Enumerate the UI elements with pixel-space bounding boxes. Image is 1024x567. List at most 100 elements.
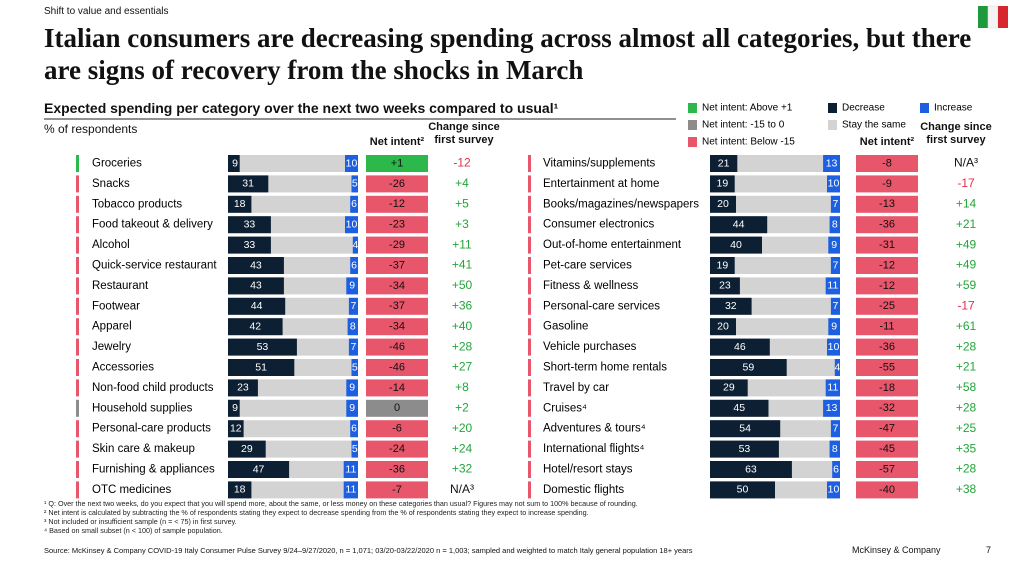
decrease-bar xyxy=(710,420,781,438)
stay-same-background xyxy=(710,155,840,172)
net-intent-label: -6 xyxy=(392,423,402,435)
decrease-label: 47 xyxy=(253,463,265,475)
category-label: Restaurant xyxy=(92,280,149,292)
increase-bar xyxy=(827,338,840,356)
increase-bar xyxy=(348,297,358,315)
increase-label: 6 xyxy=(351,422,357,434)
decrease-bar xyxy=(228,216,271,234)
increase-label: 7 xyxy=(833,259,839,271)
net-intent-box xyxy=(856,440,918,458)
decrease-bar xyxy=(228,338,297,356)
decrease-label: 20 xyxy=(717,320,729,332)
stay-same-background xyxy=(710,440,840,458)
stay-same-background xyxy=(710,379,840,397)
net-intent-label: -55 xyxy=(879,361,895,373)
change-label: +2 xyxy=(455,400,469,414)
increase-label: 13 xyxy=(826,157,838,169)
stay-same-background xyxy=(710,420,840,438)
decrease-label: 19 xyxy=(717,178,729,190)
change-label: +50 xyxy=(452,278,473,292)
increase-bar xyxy=(830,420,840,438)
change-label: +4 xyxy=(455,176,469,190)
row-marker xyxy=(76,297,79,315)
row-marker xyxy=(528,297,531,315)
category-label: Entertainment at home xyxy=(543,178,659,190)
change-label: +49 xyxy=(956,237,977,251)
decrease-label: 46 xyxy=(734,341,746,353)
net-intent-label: -46 xyxy=(389,361,405,373)
legend-swatch xyxy=(828,103,837,113)
decrease-bar xyxy=(228,277,284,295)
increase-bar xyxy=(350,195,358,213)
net-intent-box xyxy=(856,257,918,274)
increase-bar xyxy=(346,399,358,417)
increase-label: 6 xyxy=(351,198,357,210)
change-label: -17 xyxy=(957,176,975,190)
net-intent-box xyxy=(856,297,918,315)
decrease-bar xyxy=(710,359,787,376)
net-intent-label: -14 xyxy=(389,382,405,394)
increase-bar xyxy=(351,440,358,458)
increase-bar xyxy=(347,318,358,336)
increase-bar xyxy=(351,175,358,193)
decrease-bar xyxy=(710,175,735,193)
increase-label: 8 xyxy=(832,443,838,455)
net-intent-label: -40 xyxy=(879,484,895,496)
decrease-bar xyxy=(710,440,779,458)
stay-same-background xyxy=(228,359,358,376)
category-label: Domestic flights xyxy=(543,484,624,496)
stay-same-background xyxy=(228,461,358,478)
legend-swatch xyxy=(688,120,697,130)
net-intent-box xyxy=(366,461,428,478)
net-intent-box xyxy=(856,359,918,376)
page-number: 7 xyxy=(986,545,992,555)
net-intent-label: -24 xyxy=(389,443,405,455)
row-marker xyxy=(528,216,531,234)
increase-bar xyxy=(346,379,358,397)
change-label: +28 xyxy=(956,339,977,353)
change-label: +11 xyxy=(452,237,472,251)
increase-label: 9 xyxy=(831,239,837,251)
decrease-label: 54 xyxy=(739,422,751,434)
net-intent-label: -36 xyxy=(879,341,895,353)
increase-label: 7 xyxy=(833,198,839,210)
row-marker xyxy=(76,155,79,172)
category-label: Travel by car xyxy=(543,382,609,394)
stay-same-background xyxy=(710,257,840,274)
net-intent-box xyxy=(366,297,428,315)
footnote: ⁴ Based on small subset (n < 100) of sam… xyxy=(44,526,223,535)
decrease-label: 42 xyxy=(249,320,261,332)
net-intent-box xyxy=(856,175,918,193)
stay-same-background xyxy=(228,297,358,315)
row-marker xyxy=(76,338,79,356)
row-marker xyxy=(528,257,531,274)
increase-label: 7 xyxy=(833,300,839,312)
decrease-bar xyxy=(710,195,736,213)
net-intent-label: -12 xyxy=(389,198,405,210)
footnote: ¹ Q: Over the next two weeks, do you exp… xyxy=(44,499,638,508)
row-marker xyxy=(76,175,79,193)
legend-swatch xyxy=(688,137,697,147)
change-label: +8 xyxy=(455,380,469,394)
row-marker xyxy=(528,175,531,193)
net-intent-box xyxy=(366,155,428,172)
net-intent-label: -31 xyxy=(879,239,895,251)
increase-label: 10 xyxy=(828,484,840,496)
stay-same-background xyxy=(710,195,840,213)
net-intent-box xyxy=(366,318,428,336)
net-intent-label: -45 xyxy=(879,443,895,455)
increase-label: 9 xyxy=(349,280,355,292)
stay-same-background xyxy=(710,481,840,499)
decrease-label: 59 xyxy=(743,361,755,373)
increase-label: 10 xyxy=(828,178,840,190)
decrease-label: 53 xyxy=(739,443,751,455)
row-marker xyxy=(76,318,79,336)
source: Source: McKinsey & Company COVID-19 Ital… xyxy=(44,546,693,555)
increase-label: 11 xyxy=(827,382,838,394)
change-label: +28 xyxy=(956,462,977,476)
legend-label: Net intent: Above +1 xyxy=(702,103,793,114)
legend-swatch xyxy=(920,103,929,113)
decrease-bar xyxy=(710,236,762,254)
change-label: +49 xyxy=(956,258,977,272)
